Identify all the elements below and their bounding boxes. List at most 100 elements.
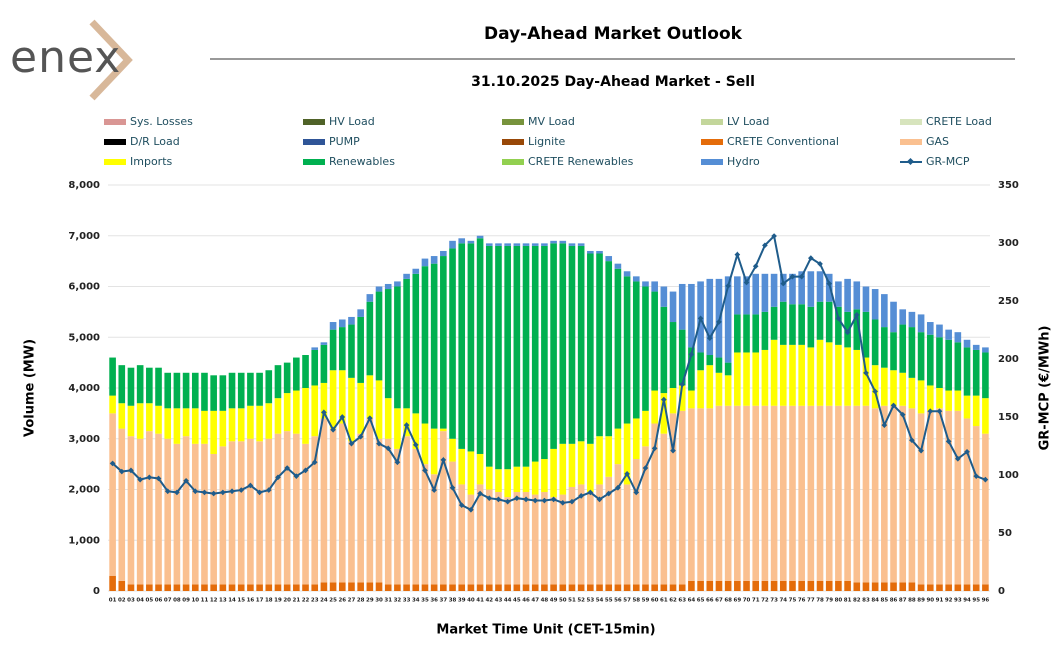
bar-segment: [476, 584, 484, 591]
bar-segment: [844, 580, 851, 591]
x-tick-label: 01: [109, 598, 117, 604]
y2-tick-label: 50: [998, 528, 1012, 539]
x-tick-label: 04: [136, 598, 144, 604]
line-marker: [431, 487, 437, 493]
bar-segment: [596, 253, 603, 437]
line-marker: [128, 467, 134, 474]
line-marker: [918, 447, 924, 454]
y2-tick-label: 300: [998, 238, 1019, 249]
bar-segment: [881, 294, 888, 328]
line-marker: [523, 496, 529, 503]
bar-segment: [669, 291, 677, 323]
line-marker: [284, 465, 290, 471]
bar-segment: [954, 584, 962, 591]
bar-segment: [228, 372, 236, 409]
bar-segment: [871, 319, 879, 366]
bar-segment: [513, 492, 521, 585]
bar-segment: [743, 405, 750, 581]
bar-segment: [394, 286, 401, 409]
y-axis-label: Volume (MW): [23, 339, 38, 437]
bar-segment: [375, 291, 383, 381]
x-tick-label: 63: [678, 598, 686, 604]
bar-segment: [146, 367, 153, 404]
bar-segment: [504, 584, 511, 591]
bar-segment: [954, 410, 962, 585]
bar-segment: [247, 584, 254, 591]
bar-segment: [899, 405, 907, 583]
bar-segment: [531, 494, 539, 585]
y2-tick-label: 250: [998, 296, 1019, 307]
bar-segment: [320, 382, 328, 419]
bar-segment: [274, 584, 282, 591]
line-marker: [670, 447, 676, 454]
x-tick-label: 35: [421, 598, 429, 604]
bar-segment: [412, 413, 420, 449]
bar-segment: [403, 584, 410, 591]
bar-segment: [504, 469, 511, 498]
line-marker: [440, 457, 447, 463]
line-marker: [651, 445, 658, 452]
bar-segment: [871, 365, 879, 409]
legend-swatch: [502, 139, 524, 145]
line-marker: [661, 396, 667, 403]
bar-segment: [302, 584, 309, 591]
bar-segment: [752, 314, 760, 353]
bar-segment: [311, 349, 319, 386]
bar-segment: [449, 584, 456, 591]
bar-segment: [476, 238, 484, 454]
bar-segment: [963, 584, 971, 591]
y-tick-label: 3,000: [68, 434, 100, 445]
bar-segment: [136, 403, 144, 439]
bar-segment: [366, 294, 374, 302]
bar-segment: [568, 486, 576, 585]
line-marker: [367, 415, 373, 421]
x-tick-label: 76: [798, 598, 806, 604]
bar-segment: [384, 438, 392, 585]
bar-segment: [449, 461, 456, 585]
bar-segment: [495, 245, 502, 470]
x-tick-label: 10: [191, 598, 199, 604]
bar-segment: [155, 405, 162, 434]
line-marker: [890, 402, 897, 409]
line-marker: [311, 459, 318, 466]
line-marker: [449, 484, 456, 491]
x-tick-label: 79: [825, 598, 833, 604]
bar-segment: [191, 408, 199, 444]
bar-segment: [605, 261, 613, 437]
line-marker: [936, 408, 943, 415]
bar-segment: [982, 352, 989, 399]
bar-segment: [348, 441, 355, 583]
x-tick-label: 18: [265, 598, 273, 604]
bar-segment: [789, 273, 796, 305]
bar-segment: [816, 271, 824, 302]
bar-segment: [761, 405, 769, 581]
line-marker: [826, 280, 833, 287]
y-tick-label: 0: [93, 586, 100, 597]
bar-segment: [642, 410, 649, 447]
bar-segment: [476, 453, 484, 485]
x-tick-label: 81: [844, 598, 852, 604]
bar-segment: [338, 370, 346, 424]
bar-segment: [651, 291, 658, 391]
bar-segment: [743, 276, 750, 315]
bar-segment: [908, 311, 916, 328]
bar-segment: [531, 584, 539, 591]
bar-segment: [605, 436, 613, 477]
x-tick-label: 23: [311, 598, 319, 604]
x-tick-label: 48: [541, 598, 549, 604]
x-tick-label: 86: [890, 598, 898, 604]
bar-segment: [559, 494, 567, 585]
line-marker: [486, 495, 493, 502]
bar-segment: [798, 271, 805, 305]
line-marker: [706, 335, 713, 341]
bar-segment: [963, 395, 971, 419]
bar-segment: [972, 395, 980, 427]
bar-segment: [127, 436, 135, 585]
bar-segment: [357, 382, 364, 434]
bar-segment: [485, 584, 493, 591]
bar-segment: [430, 584, 438, 591]
legend-swatch: [303, 119, 325, 125]
bar-segment: [440, 428, 447, 432]
line-marker: [339, 414, 346, 420]
line-marker: [844, 329, 851, 336]
